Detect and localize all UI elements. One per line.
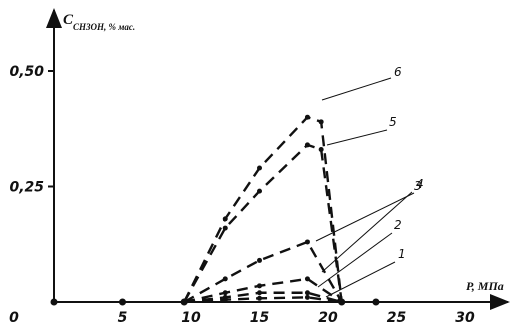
baseline-point: [50, 298, 58, 306]
series-label-4: 4: [416, 177, 424, 191]
x-tick-label-20: 20: [318, 310, 338, 326]
series-point-3: [222, 290, 228, 296]
y-tick-label-0,50: 0,50: [9, 64, 44, 80]
baseline-point: [180, 298, 188, 306]
series-leader-6: [321, 77, 392, 101]
x-tick-label-25: 25: [387, 310, 407, 326]
series-point-4: [304, 239, 310, 245]
series-line-5: [183, 143, 343, 303]
y-axis-label-main: C: [63, 12, 74, 28]
series-point-3: [257, 283, 262, 289]
x-tick-label-30: 30: [455, 310, 475, 326]
x-tick-label-0: 0: [9, 310, 19, 326]
series-line-6: [183, 115, 343, 303]
series-point-4: [257, 257, 262, 263]
series-label-2: 2: [394, 218, 402, 232]
series-leader-1: [325, 261, 396, 298]
series-leader-3: [321, 191, 413, 273]
series-point-2: [304, 290, 310, 296]
series-point-5: [257, 188, 262, 194]
series-leader-4: [315, 192, 415, 242]
series-point-6: [257, 165, 262, 171]
series-point-2: [257, 290, 262, 296]
series-point-5: [304, 142, 310, 148]
series-leader-5: [326, 129, 388, 146]
series-label-1: 1: [398, 247, 406, 261]
baseline-point: [338, 298, 346, 306]
series-point-2: [222, 294, 228, 300]
series-point-4: [222, 276, 228, 282]
series-point-5: [318, 147, 324, 153]
series-point-1: [304, 294, 310, 300]
x-tick-label-10: 10: [181, 310, 201, 326]
baseline-point: [372, 298, 380, 306]
series-point-6: [222, 216, 228, 222]
x-axis-label: P, МПа: [466, 279, 504, 293]
series-label-5: 5: [389, 115, 397, 129]
series-point-6: [318, 119, 324, 125]
y-axis-label-sub: CH3OH, % мас.: [73, 22, 135, 32]
y-tick-label-0,25: 0,25: [9, 180, 44, 196]
series-point-6: [304, 114, 310, 120]
series-label-6: 6: [394, 65, 402, 79]
baseline-point: [119, 298, 126, 306]
y-axis-label: CCH3OH, % мас.: [63, 12, 135, 32]
series-point-5: [222, 225, 228, 231]
series-point-3: [304, 276, 310, 282]
series-label-3: 3: [414, 179, 422, 193]
series-point-1: [257, 295, 262, 301]
x-tick-label-15: 15: [250, 310, 270, 326]
series-leader-2: [317, 232, 393, 288]
x-tick-label-5: 5: [118, 310, 128, 326]
